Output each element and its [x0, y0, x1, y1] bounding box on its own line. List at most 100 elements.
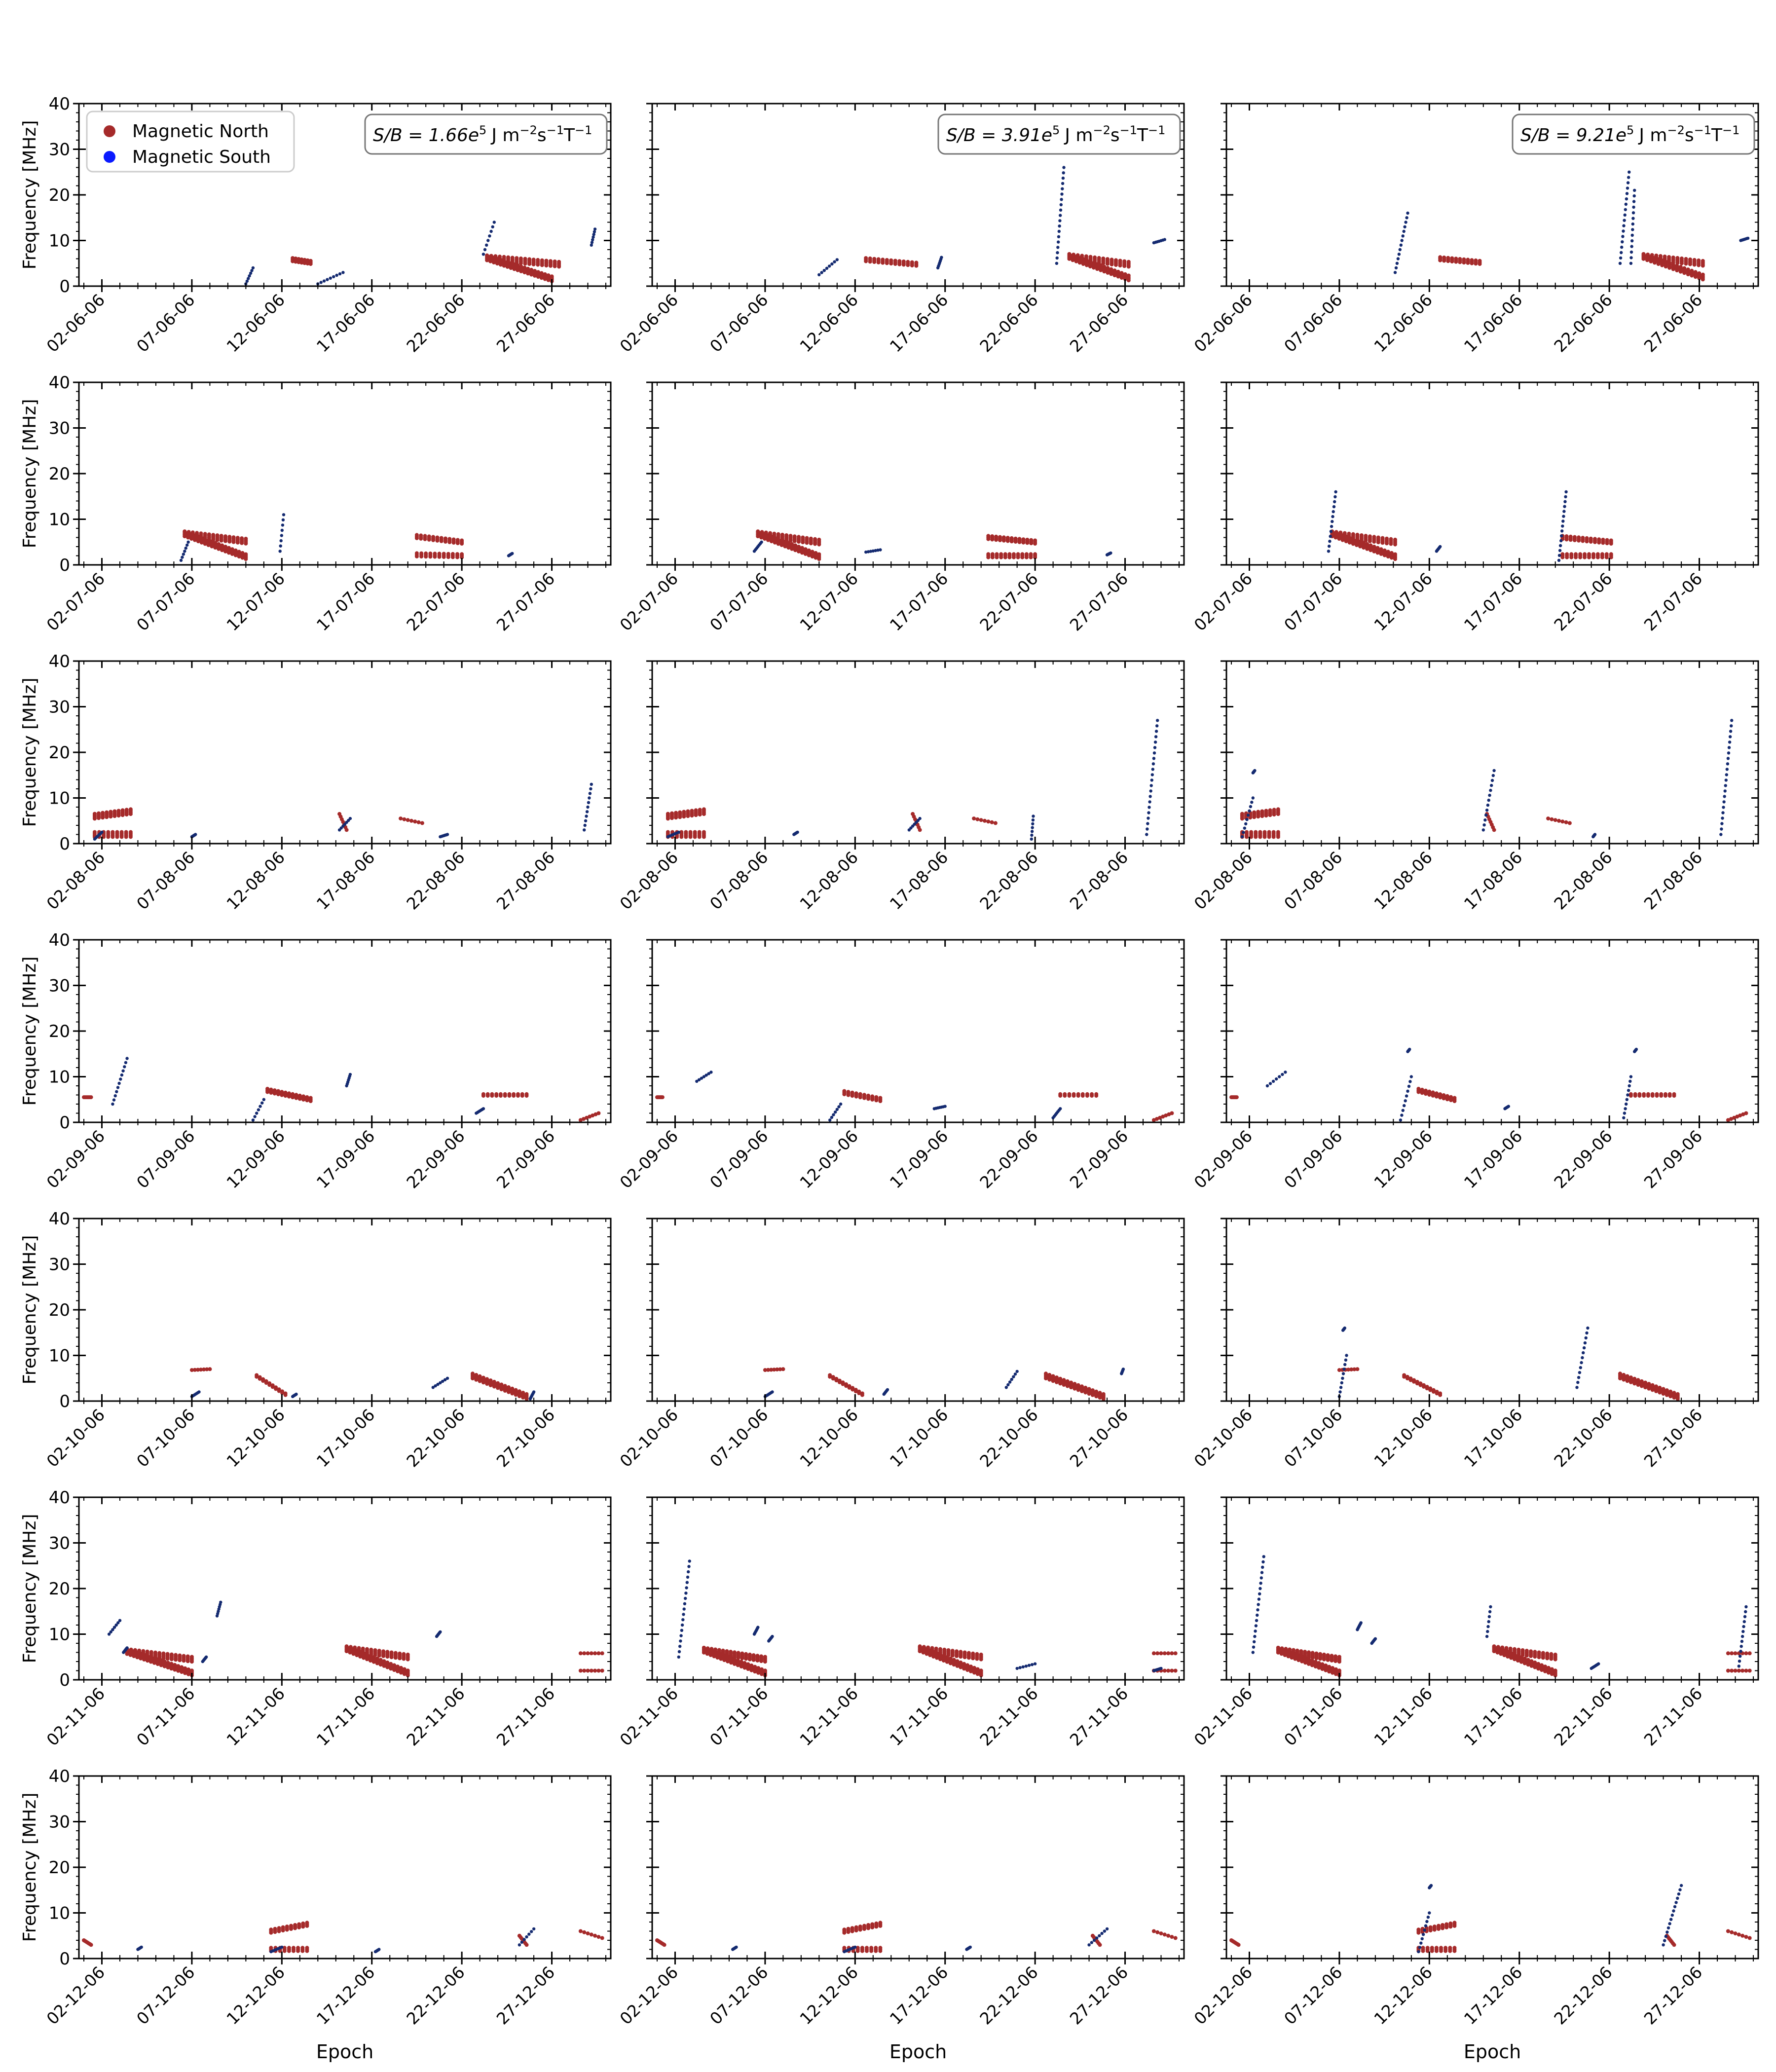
north-point: [474, 1373, 479, 1377]
north-point: [299, 257, 304, 261]
north-point: [186, 1667, 190, 1671]
north-point: [1088, 259, 1092, 264]
north-point: [142, 1653, 147, 1657]
north-point: [1110, 258, 1114, 262]
north-point: [139, 1651, 143, 1656]
north-point: [1593, 537, 1597, 541]
north-point: [506, 255, 511, 259]
south-point: [1151, 768, 1154, 771]
north-point: [1686, 267, 1690, 272]
south-point: [278, 550, 282, 553]
north-point: [1379, 547, 1383, 552]
north-point: [756, 529, 760, 534]
north-point: [378, 1658, 383, 1662]
south-point: [1152, 757, 1156, 760]
north-point: [1585, 536, 1589, 540]
north-point: [101, 811, 105, 815]
north-point: [759, 530, 764, 535]
south-point: [491, 225, 494, 228]
south-point: [1628, 1084, 1631, 1088]
north-point: [291, 1092, 295, 1096]
north-point: [1126, 273, 1131, 278]
south-point: [1439, 545, 1442, 549]
north-point: [505, 260, 510, 264]
south-point: [1055, 261, 1059, 265]
south-point: [1147, 806, 1151, 809]
north-point: [1355, 532, 1360, 537]
south-point: [485, 243, 488, 247]
x-tick-label: 02-06-06: [43, 290, 109, 356]
north-point: [1058, 1376, 1063, 1381]
x-tick-label: 07-10-06: [133, 1405, 198, 1471]
x-tick-label: 22-10-06: [1550, 1405, 1616, 1471]
north-point: [1346, 1368, 1351, 1372]
north-point: [1065, 1379, 1070, 1383]
x-tick-label: 17-06-06: [886, 290, 952, 356]
north-point: [1234, 1095, 1239, 1100]
south-point: [1631, 228, 1634, 231]
north-point: [1098, 1391, 1102, 1395]
x-tick-label: 22-09-06: [976, 1126, 1041, 1192]
north-point: [1151, 1118, 1156, 1122]
south-point: [245, 279, 249, 283]
north-point: [1033, 552, 1037, 556]
panel-r3-c1: 0 10 20 30 40 02-08-06 07-08-06 12-08-06 17-08-0…: [20, 652, 612, 914]
south-point: [1486, 803, 1490, 807]
north-point: [373, 1648, 377, 1652]
north-point: [1029, 538, 1034, 542]
north-point: [116, 809, 121, 813]
north-point: [499, 1382, 504, 1387]
x-tick-label: 12-07-06: [222, 569, 288, 634]
north-point: [1126, 259, 1131, 264]
north-point: [990, 552, 995, 556]
south-point: [183, 550, 186, 553]
north-point: [1425, 1385, 1429, 1389]
south-point: [1582, 1346, 1586, 1350]
north-point: [471, 1371, 475, 1376]
south-point: [1624, 208, 1627, 212]
north-point: [1062, 1378, 1066, 1382]
south-point: [1404, 1099, 1407, 1103]
south-point: [279, 539, 283, 543]
north-point: [402, 817, 407, 821]
north-point: [219, 534, 223, 538]
south-point: [1624, 202, 1628, 206]
north-point: [776, 537, 780, 541]
north-point: [550, 274, 554, 279]
north-point: [994, 534, 999, 539]
north-point: [983, 818, 987, 823]
north-point: [999, 552, 1003, 556]
x-tick-label: 12-08-06: [1370, 848, 1436, 913]
north-point: [1667, 1092, 1672, 1096]
annotation-annotation-t: T: [1137, 125, 1148, 146]
north-point: [226, 546, 231, 550]
north-point: [1063, 1092, 1067, 1096]
south-point: [1396, 257, 1400, 260]
north-point: [203, 532, 207, 536]
north-point: [1017, 537, 1022, 541]
north-point: [510, 256, 515, 260]
north-point: [841, 1380, 845, 1385]
north-point: [995, 552, 999, 556]
south-point: [1339, 1386, 1343, 1389]
scatter-points: [189, 1367, 536, 1401]
south-point: [1624, 1107, 1627, 1110]
south-point: [1564, 490, 1568, 494]
north-point: [490, 1092, 494, 1096]
north-point: [679, 830, 684, 834]
north-point: [783, 539, 787, 544]
north-point: [124, 830, 128, 834]
south-point: [326, 278, 329, 281]
x-tick-label: 02-07-06: [1190, 569, 1256, 634]
x-tick-label: 27-06-06: [1066, 290, 1132, 356]
north-point: [1276, 807, 1280, 812]
south-point: [1268, 1082, 1272, 1085]
x-tick-label: 12-06-06: [222, 290, 288, 356]
north-point: [1665, 1388, 1669, 1393]
north-point: [527, 257, 532, 261]
south-point: [1621, 235, 1625, 238]
south-point: [1031, 826, 1034, 829]
x-tick-label: 17-06-06: [1460, 290, 1526, 356]
south-point: [1580, 1361, 1583, 1365]
x-tick-label: 27-09-06: [1640, 1126, 1706, 1192]
